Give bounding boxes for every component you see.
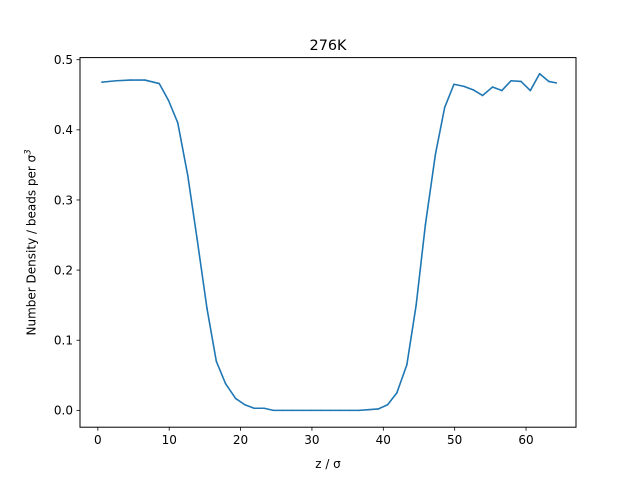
x-tick-label: 20: [233, 433, 248, 447]
data-point: [500, 89, 503, 92]
data-point: [301, 409, 303, 412]
data-point: [424, 223, 427, 226]
x-tick-label: 40: [376, 433, 391, 447]
data-point: [224, 382, 227, 385]
y-tick-label: 0.3: [54, 193, 73, 207]
data-point: [176, 122, 179, 124]
y-tick-label: 0.4: [54, 123, 73, 137]
data-point: [377, 408, 380, 410]
chart-title: 276K: [310, 38, 347, 54]
y-axis-label-superscript: 3: [24, 149, 34, 154]
y-tick-label: 0.1: [54, 334, 73, 348]
data-point: [244, 403, 246, 406]
data-point: [520, 80, 522, 83]
data-point: [144, 79, 146, 81]
data-point: [529, 89, 532, 92]
data-point: [538, 72, 541, 75]
data-point: [406, 363, 408, 366]
data-point: [215, 360, 218, 363]
series-layer: [101, 72, 557, 412]
data-point: [281, 409, 284, 412]
x-tick-label: 0: [94, 433, 102, 447]
data-point: [291, 409, 294, 412]
data-point: [272, 409, 275, 412]
data-point: [415, 304, 417, 306]
x-tick-label: 60: [518, 433, 533, 447]
data-point: [158, 82, 161, 85]
data-point: [253, 407, 255, 410]
x-tick-label: 30: [304, 433, 319, 447]
data-point: [472, 89, 475, 91]
data-point: [358, 409, 360, 412]
data-point: [348, 409, 351, 412]
data-point: [510, 79, 512, 82]
data-point: [186, 174, 189, 177]
data-point: [167, 99, 170, 102]
data-point: [329, 409, 332, 412]
y-axis-label-main: Number Density / beads per σ: [25, 154, 39, 335]
data-point: [234, 397, 237, 400]
data-point: [396, 392, 398, 394]
data-point: [443, 106, 446, 109]
y-axis-label: Number Density / beads per σ3: [24, 149, 39, 335]
data-point: [115, 79, 118, 82]
y-tick-label: 0.5: [54, 53, 73, 67]
data-point: [548, 80, 550, 83]
data-point: [434, 153, 437, 156]
data-point: [555, 82, 557, 84]
data-point: [263, 407, 265, 410]
data-point: [196, 237, 198, 240]
x-axis-label: z / σ: [315, 457, 341, 471]
axes-layer: 0 10 20 30 40 50 60 0.0 0.1 0.2 0.3 0.4 0.5: [54, 53, 534, 447]
data-point: [310, 409, 313, 412]
data-point: [320, 409, 323, 412]
data-point: [129, 79, 132, 81]
data-point: [367, 408, 370, 411]
x-tick-label: 10: [162, 433, 177, 447]
data-point: [481, 94, 484, 97]
data-point: [338, 409, 341, 412]
data-point: [206, 307, 208, 310]
plot-area: [80, 57, 576, 428]
data-point: [386, 403, 389, 406]
y-tick-label: 0.0: [54, 404, 73, 418]
data-point: [491, 86, 494, 88]
data-point: [463, 85, 465, 88]
data-point: [453, 83, 455, 86]
x-tick-label: 50: [447, 433, 462, 447]
data-point: [101, 81, 103, 83]
plot-frame: [79, 57, 577, 428]
y-tick-label: 0.2: [54, 263, 73, 277]
